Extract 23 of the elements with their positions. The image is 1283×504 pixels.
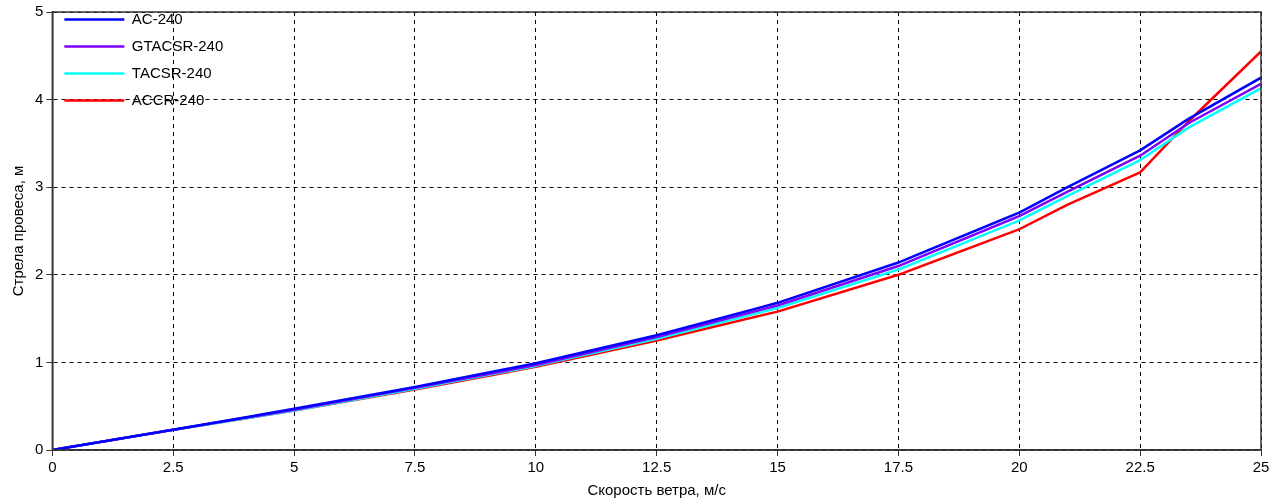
legend-label: AC-240 (131, 9, 183, 27)
y-tick-label: 3 (35, 177, 44, 195)
y-axis-title: Стрела провеса, м (9, 165, 27, 297)
y-tick-label: 2 (35, 264, 44, 282)
x-tick-label: 15 (769, 458, 786, 476)
y-tick-label: 0 (35, 440, 44, 458)
y-tick-label: 1 (35, 352, 44, 370)
legend-label: GTACSR-240 (131, 36, 224, 54)
y-tick-label: 4 (35, 89, 44, 107)
legend-label: TACSR-240 (131, 63, 212, 81)
x-tick-label: 12.5 (642, 458, 672, 476)
x-tick-label: 17.5 (883, 458, 913, 476)
legend-label: ACCR-240 (131, 90, 205, 108)
x-tick-label: 22.5 (1125, 458, 1155, 476)
x-axis-title: Скорость ветра, м/с (587, 481, 727, 499)
x-tick-label: 2.5 (162, 458, 184, 476)
x-tick-label: 0 (48, 458, 57, 476)
x-tick-label: 25 (1252, 458, 1270, 476)
x-tick-label: 5 (289, 458, 299, 476)
x-tick-label: 20 (1010, 458, 1028, 476)
y-tick-label: 5 (35, 2, 44, 20)
x-tick-label: 7.5 (404, 458, 426, 476)
x-tick-label: 10 (527, 458, 545, 476)
